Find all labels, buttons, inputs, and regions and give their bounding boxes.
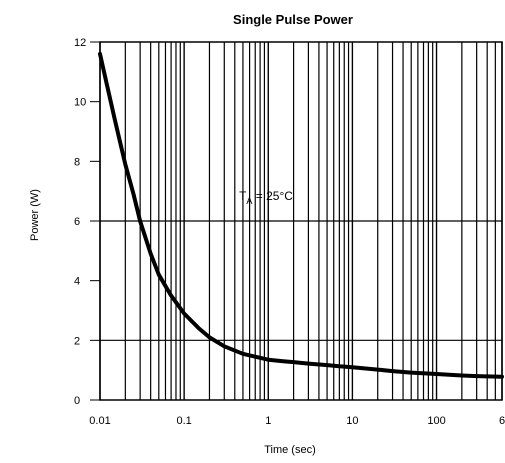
- plot-frame: [99, 41, 503, 401]
- y-tick-label: 12: [74, 37, 86, 49]
- power-curve: [98, 51, 504, 379]
- y-tick-label: 0: [74, 395, 80, 407]
- y-axis-label: Power (W): [29, 189, 41, 241]
- y-tick-label: 6: [74, 216, 80, 228]
- y-tick-label: 2: [74, 335, 80, 347]
- x-tick-label: 0.01: [89, 415, 110, 427]
- curve-group: [98, 51, 504, 379]
- x-tick-label: 100: [427, 415, 445, 427]
- grid: [99, 42, 503, 400]
- x-tick-label: 1: [265, 415, 271, 427]
- x-tick-label: 10: [346, 415, 358, 427]
- chart-title: Single Pulse Power: [233, 12, 353, 27]
- x-tick-label: 6: [499, 415, 505, 427]
- temperature-annotation: TA = 25°C: [239, 189, 293, 206]
- y-tick-label: 8: [74, 156, 80, 168]
- y-tick-label: 4: [74, 276, 80, 288]
- y-tick-label: 10: [74, 97, 86, 109]
- x-tick-label: 0.1: [176, 415, 191, 427]
- tick-labels: 0.01 0.1 1 10 100 6 0 2 4 6 8 10 12: [74, 37, 505, 427]
- x-axis-label: Time (sec): [264, 444, 316, 456]
